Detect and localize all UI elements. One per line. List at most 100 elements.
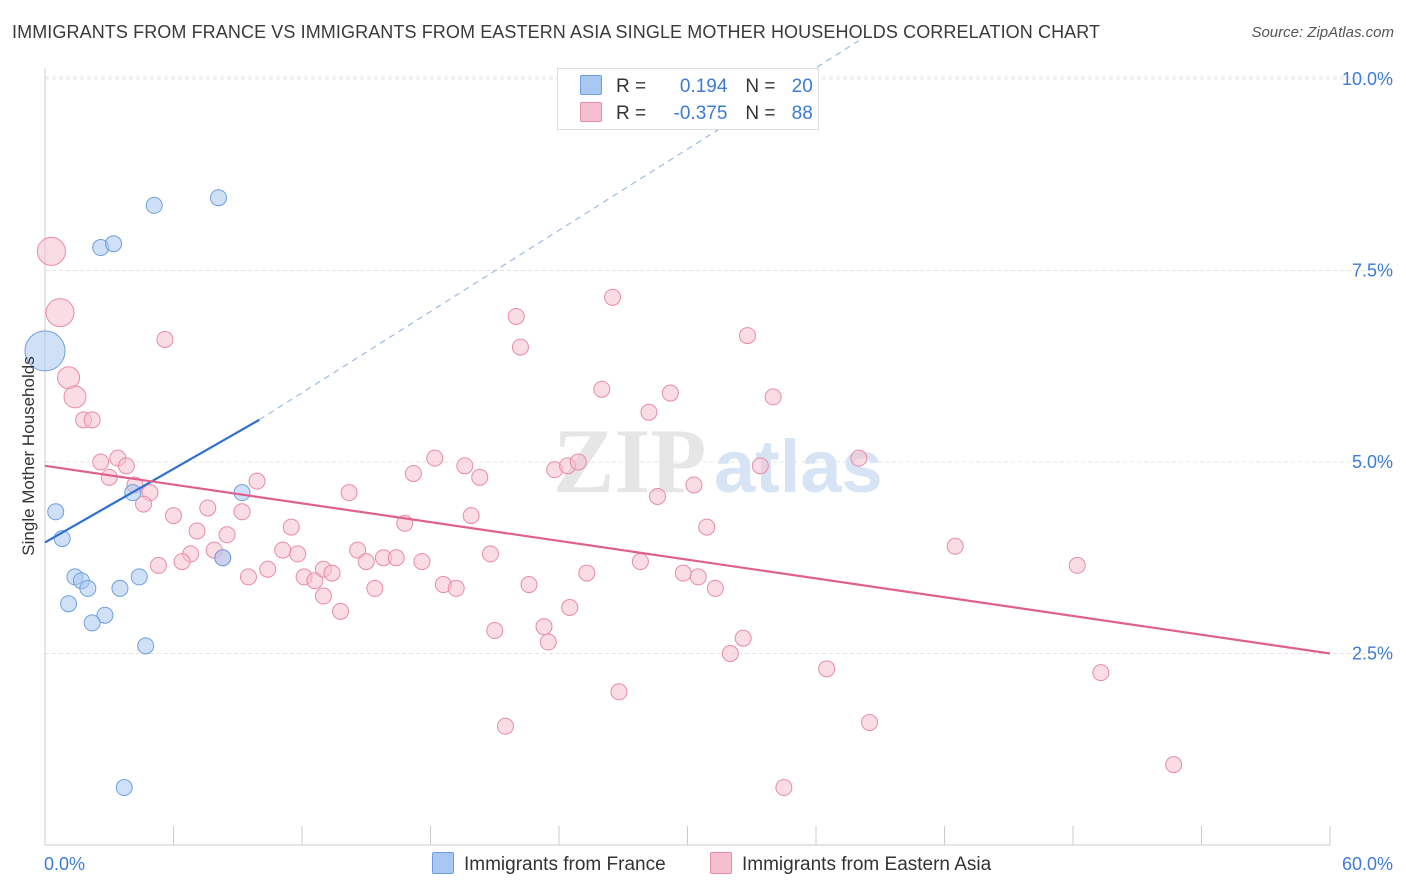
eastern-asia-point [92,453,110,471]
eastern-asia-point [340,484,358,502]
france-point [60,595,78,613]
eastern-asia-point [946,537,964,555]
eastern-asia-point [610,683,628,701]
eastern-asia-point [413,553,431,571]
legend-label-eastern-asia: Immigrants from Eastern Asia [742,854,992,875]
eastern-asia-point [593,380,611,398]
eastern-asia-point [1068,556,1086,574]
france-points [24,189,251,797]
eastern-asia-point [661,384,679,402]
eastern-asia-point [135,495,153,513]
eastern-asia-swatch [580,102,602,122]
legend-r-label: R = [616,103,647,124]
legend-item-eastern-asia[interactable]: Immigrants from Eastern Asia [710,852,991,876]
eastern-asia-point [569,453,587,471]
y-tick-label: 7.5% [1352,261,1393,281]
legend-label-france: Immigrants from France [464,854,666,875]
eastern-asia-point [100,468,118,486]
eastern-asia-point [507,307,525,325]
eastern-asia-point [349,541,367,559]
series-legend: Immigrants from France Immigrants from E… [0,852,1406,878]
eastern-asia-point [721,645,739,662]
eastern-asia-point [698,518,716,536]
legend-r-label: R = [616,76,647,97]
france-point [111,579,129,597]
france-point [24,330,66,372]
eastern-asia-trend-line [44,464,1331,655]
eastern-asia-point [165,507,182,525]
eastern-asia-point [706,579,724,597]
legend-r-value-france: 0.194 [679,76,728,97]
eastern-asia-point [738,327,756,345]
eastern-asia-point [45,298,75,328]
legend-n-value-eastern-asia: 88 [791,103,813,124]
eastern-asia-point [173,553,191,571]
legend-row-france: R = 0.194 N = 20 [580,75,813,101]
eastern-asia-point [218,526,236,544]
eastern-asia-point [511,338,529,356]
eastern-asia-point [36,236,66,266]
france-point [137,637,155,655]
france-point [209,189,227,207]
eastern-asia-point [357,553,375,571]
chart-title: IMMIGRANTS FROM FRANCE VS IMMIGRANTS FRO… [12,22,1101,42]
legend-n-label: N = [745,76,776,97]
eastern-asia-point [481,545,499,563]
x-tick-label-max: 60.0% [1342,854,1393,874]
watermark: ZIP atlas [553,410,883,512]
trend-lines [44,40,1331,655]
eastern-asia-point [150,556,168,574]
eastern-asia-point [306,572,324,590]
eastern-asia-point [640,403,658,421]
eastern-asia-point [734,629,752,647]
eastern-asia-point [689,568,707,586]
eastern-asia-point [764,388,782,406]
eastern-asia-point [282,518,300,536]
eastern-asia-point [604,288,622,306]
eastern-asia-point [426,449,444,467]
eastern-asia-point [332,602,350,620]
france-point [233,484,251,502]
eastern-asia-point [289,545,307,563]
eastern-asia-point [649,487,667,505]
eastern-asia-point [818,660,836,678]
legend-item-france[interactable]: Immigrants from France [432,852,666,876]
eastern-asia-point [456,457,474,475]
eastern-asia-point [471,468,489,486]
stats-legend: R = 0.194 N = 20 R = -0.375 N = 88 [557,68,819,130]
eastern-asia-swatch [710,852,732,874]
y-tick-label: 10.0% [1342,69,1393,89]
france-point [47,503,65,521]
eastern-asia-point [156,330,174,348]
eastern-asia-point [631,553,649,571]
y-axis-label: Single Mother Households [19,356,38,555]
eastern-asia-point [57,366,81,390]
eastern-asia-point [248,472,266,490]
legend-r-value-eastern-asia: -0.375 [673,103,728,124]
eastern-asia-point [314,587,332,605]
eastern-asia-point [535,618,553,636]
axes [44,68,1331,846]
france-trend-extension [258,40,860,421]
eastern-asia-point [850,449,868,467]
eastern-asia-point [239,568,257,586]
eastern-asia-point [578,564,596,582]
x-tick-label-min: 0.0% [44,854,85,874]
france-swatch [432,852,454,874]
france-point [115,779,133,797]
eastern-asia-point [83,411,101,429]
y-tick-label: 2.5% [1352,644,1393,664]
eastern-asia-point [117,457,135,475]
france-point [105,235,123,253]
france-point [96,606,114,624]
legend-row-eastern-asia: R = -0.375 N = 88 [580,102,813,128]
france-point [79,579,97,597]
eastern-asia-points [36,236,1183,797]
y-tick-label: 5.0% [1352,452,1393,472]
eastern-asia-point [404,464,422,482]
eastern-asia-point [199,499,217,517]
eastern-asia-point [323,564,341,582]
eastern-asia-point [561,599,579,617]
france-point [145,196,163,214]
